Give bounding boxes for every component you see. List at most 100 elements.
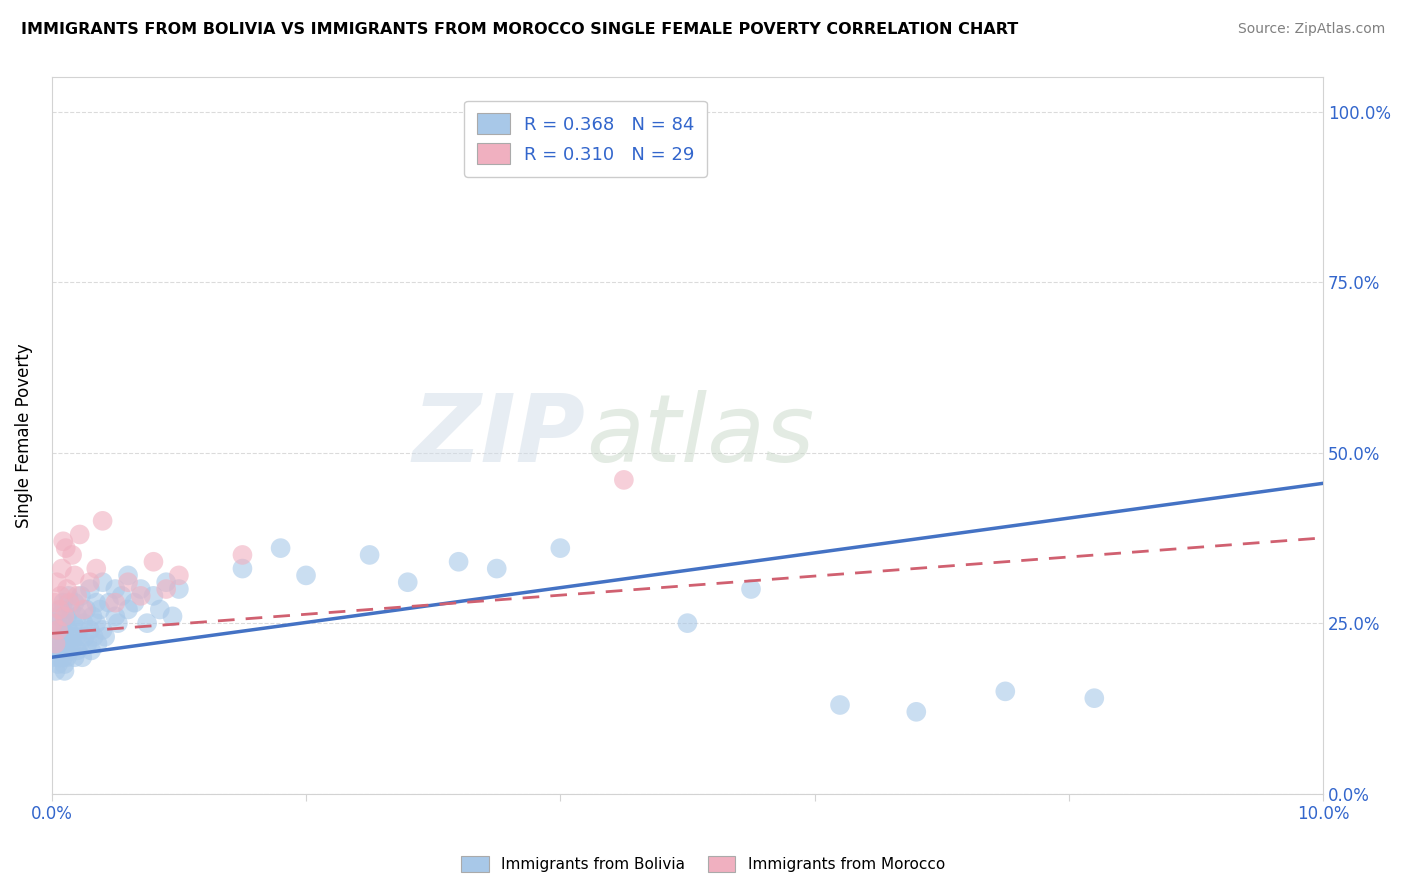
Point: [56, 582, 79, 596]
Point: [167, 582, 190, 596]
Point: [117, 568, 139, 582]
Point: [51, 623, 73, 637]
Point: [905, 705, 928, 719]
Point: [740, 582, 762, 596]
Point: [613, 473, 636, 487]
Point: [149, 602, 172, 616]
Point: [60, 548, 83, 562]
Point: [45, 623, 67, 637]
Point: [155, 575, 177, 590]
Point: [76, 637, 98, 651]
Point: [59, 602, 82, 616]
Point: [129, 582, 152, 596]
Point: [62, 616, 84, 631]
Point: [676, 616, 699, 631]
Point: [129, 589, 152, 603]
Point: [45, 616, 67, 631]
Point: [167, 568, 190, 582]
Point: [52, 650, 75, 665]
Point: [83, 630, 105, 644]
Point: [91, 575, 114, 590]
Legend: Immigrants from Bolivia, Immigrants from Morocco: Immigrants from Bolivia, Immigrants from…: [454, 848, 952, 880]
Point: [84, 561, 107, 575]
Point: [86, 637, 108, 651]
Point: [1083, 691, 1105, 706]
Point: [48, 630, 70, 644]
Point: [295, 568, 318, 582]
Point: [84, 596, 107, 610]
Point: [53, 664, 76, 678]
Point: [104, 609, 127, 624]
Point: [91, 514, 114, 528]
Point: [231, 561, 253, 575]
Point: [55, 541, 77, 555]
Point: [84, 616, 107, 631]
Point: [52, 596, 75, 610]
Text: atlas: atlas: [586, 390, 814, 481]
Point: [55, 637, 77, 651]
Point: [994, 684, 1017, 698]
Point: [89, 602, 111, 616]
Point: [51, 643, 73, 657]
Point: [49, 589, 72, 603]
Text: Source: ZipAtlas.com: Source: ZipAtlas.com: [1237, 22, 1385, 37]
Point: [53, 630, 76, 644]
Point: [46, 609, 69, 624]
Point: [46, 657, 69, 671]
Point: [45, 664, 67, 678]
Point: [72, 650, 94, 665]
Point: [45, 637, 67, 651]
Point: [48, 602, 70, 616]
Point: [107, 616, 129, 631]
Point: [72, 616, 94, 631]
Point: [51, 561, 73, 575]
Point: [79, 623, 101, 637]
Point: [45, 643, 67, 657]
Point: [66, 609, 89, 624]
Point: [66, 643, 89, 657]
Point: [155, 582, 177, 596]
Point: [485, 561, 508, 575]
Point: [117, 602, 139, 616]
Point: [49, 637, 72, 651]
Point: [111, 589, 134, 603]
Point: [447, 555, 470, 569]
Point: [46, 623, 69, 637]
Point: [104, 596, 127, 610]
Point: [56, 609, 79, 624]
Text: ZIP: ZIP: [413, 390, 586, 482]
Point: [53, 616, 76, 631]
Point: [69, 527, 91, 541]
Point: [117, 575, 139, 590]
Y-axis label: Single Female Poverty: Single Female Poverty: [15, 343, 32, 528]
Text: IMMIGRANTS FROM BOLIVIA VS IMMIGRANTS FROM MOROCCO SINGLE FEMALE POVERTY CORRELA: IMMIGRANTS FROM BOLIVIA VS IMMIGRANTS FR…: [21, 22, 1018, 37]
Point: [52, 534, 75, 549]
Point: [58, 589, 80, 603]
Point: [136, 616, 159, 631]
Point: [63, 568, 86, 582]
Point: [142, 589, 165, 603]
Legend: R = 0.368   N = 84, R = 0.310   N = 29: R = 0.368 N = 84, R = 0.310 N = 29: [464, 101, 707, 177]
Point: [79, 575, 101, 590]
Point: [63, 650, 86, 665]
Point: [56, 650, 79, 665]
Point: [91, 623, 114, 637]
Point: [359, 548, 381, 562]
Point: [53, 657, 76, 671]
Point: [58, 643, 80, 657]
Point: [72, 602, 94, 616]
Point: [44, 637, 66, 651]
Point: [162, 609, 184, 624]
Point: [67, 623, 90, 637]
Point: [142, 555, 165, 569]
Point: [828, 698, 851, 712]
Point: [42, 616, 65, 631]
Point: [231, 548, 253, 562]
Point: [42, 650, 65, 665]
Point: [48, 650, 70, 665]
Point: [396, 575, 419, 590]
Point: [94, 630, 117, 644]
Point: [59, 630, 82, 644]
Point: [97, 596, 120, 610]
Point: [60, 637, 83, 651]
